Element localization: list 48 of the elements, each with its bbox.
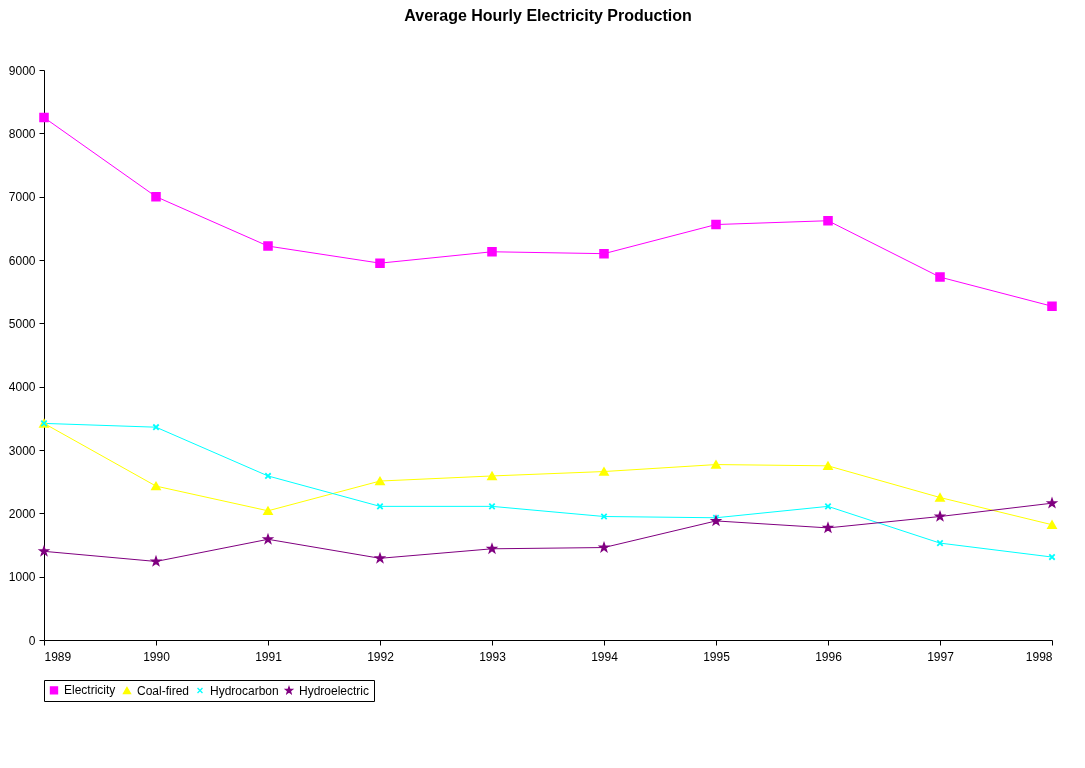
x-tick-label: 1997 xyxy=(927,649,955,664)
point xyxy=(1048,553,1056,561)
x-tick-label: 1995 xyxy=(703,649,731,664)
x-tick-label: 1996 xyxy=(815,649,843,664)
point xyxy=(935,493,945,502)
point xyxy=(487,471,497,481)
x-tick-label: 1991 xyxy=(255,649,283,664)
point xyxy=(935,272,945,282)
y-tick-label: 7000 xyxy=(8,190,36,205)
point xyxy=(151,191,161,202)
point xyxy=(487,246,497,257)
y-tick-label: 8000 xyxy=(8,126,36,141)
y-tick-label: 2000 xyxy=(8,506,36,521)
y-tick-label: 4000 xyxy=(8,380,36,395)
legend-label: Coal-fired xyxy=(137,683,190,698)
x-tick-label: 1992 xyxy=(367,649,395,664)
point xyxy=(936,539,944,547)
y-tick-label: 1000 xyxy=(8,570,36,585)
point xyxy=(823,215,833,226)
y-tick-label: 5000 xyxy=(8,316,36,331)
y-tick-label: 0 xyxy=(28,633,36,648)
y-tick-label: 9000 xyxy=(8,63,36,78)
legend-label: Hydroelectric xyxy=(299,683,370,698)
point xyxy=(375,476,385,486)
point xyxy=(375,258,385,268)
point xyxy=(1047,520,1057,529)
point xyxy=(152,423,160,431)
x-tick-label: 1993 xyxy=(479,649,507,664)
y-tick-label: 6000 xyxy=(8,253,36,268)
chart-title: Average Hourly Electricity Production xyxy=(404,7,692,24)
point xyxy=(263,241,273,251)
point xyxy=(823,461,833,471)
point xyxy=(711,219,721,230)
x-tick-label: 1998 xyxy=(1025,649,1053,664)
point xyxy=(264,472,272,480)
legend-label: Hydrocarbon xyxy=(210,683,279,698)
point xyxy=(599,467,609,476)
x-tick-label: 1990 xyxy=(143,649,171,664)
point xyxy=(263,506,273,516)
point xyxy=(711,460,721,469)
x-tick-label: 1989 xyxy=(44,649,72,664)
point xyxy=(39,112,49,123)
point xyxy=(599,248,609,259)
y-tick-label: 3000 xyxy=(8,443,36,458)
x-tick-label: 1994 xyxy=(591,649,619,664)
point xyxy=(1047,301,1057,312)
legend-label: Electricity xyxy=(64,683,116,698)
point xyxy=(151,481,161,491)
